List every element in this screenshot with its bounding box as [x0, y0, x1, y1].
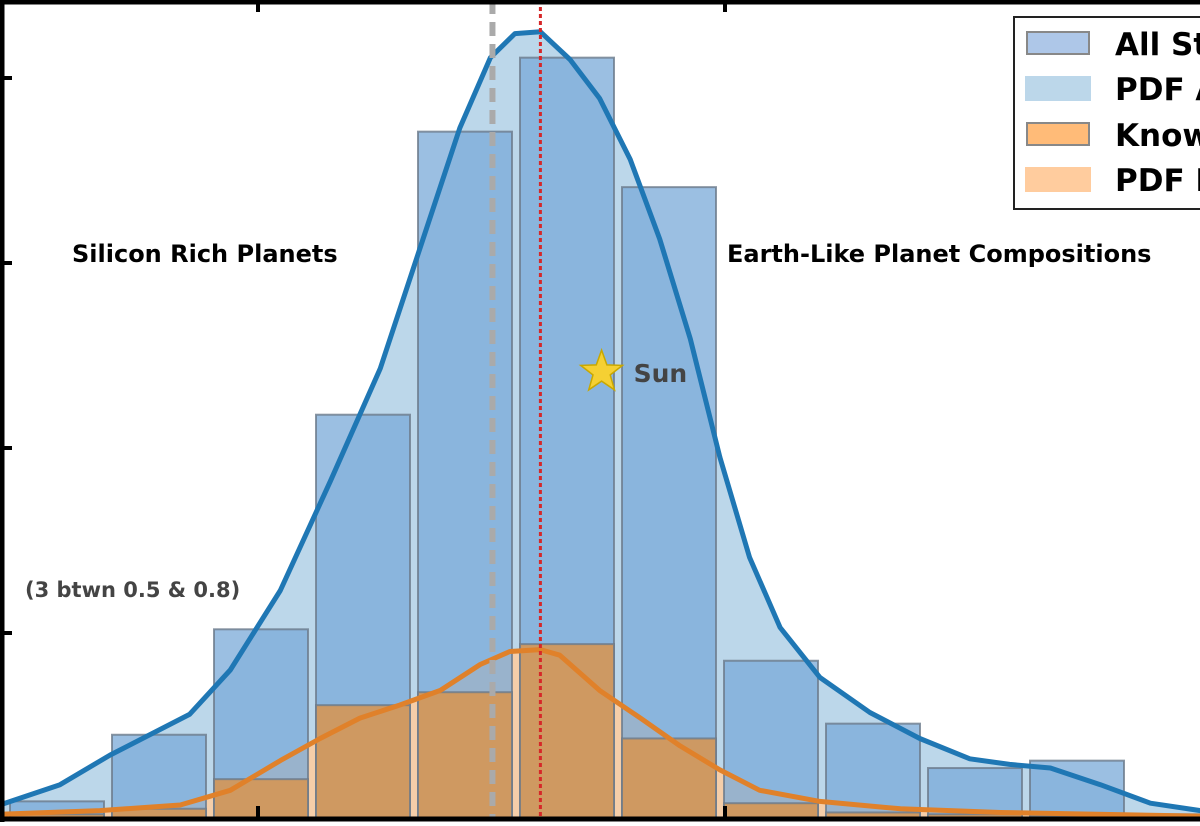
bar-known-3 [315, 704, 411, 820]
legend-swatch-pdf-all [1025, 76, 1091, 101]
legend-swatch-known [1026, 122, 1090, 146]
legend-label-pdf-all: PDF A [1115, 72, 1200, 108]
kde-line-1 [0, 647, 1200, 819]
legend-swatch-pdf-known [1025, 167, 1091, 192]
annotation-earth-like: Earth-Like Planet Compositions [727, 240, 1151, 268]
ticks [0, 0, 727, 818]
legend-label-pdf-known: PDF I [1115, 163, 1200, 199]
legend-label-known: Know [1115, 118, 1200, 154]
legend-swatch-all-stars [1026, 31, 1090, 55]
bar-known-6 [621, 737, 717, 820]
annotation-note: (3 btwn 0.5 & 0.8) [25, 578, 240, 602]
legend-label-all-stars: All St [1115, 27, 1200, 63]
bar-all-stars-10 [1029, 759, 1125, 820]
bar-known-2 [213, 778, 309, 820]
sun-label: Sun [634, 359, 688, 388]
legend: All St PDF A Know PDF I [1013, 16, 1200, 210]
bar-all-stars-6 [621, 186, 717, 819]
bar-known-4 [417, 691, 513, 820]
kde-line-0 [0, 29, 1200, 814]
bar-known-5 [519, 643, 615, 819]
bar-known-7 [723, 802, 819, 820]
annotation-silicon-rich: Silicon Rich Planets [72, 240, 338, 268]
sun-star-icon [578, 347, 625, 392]
